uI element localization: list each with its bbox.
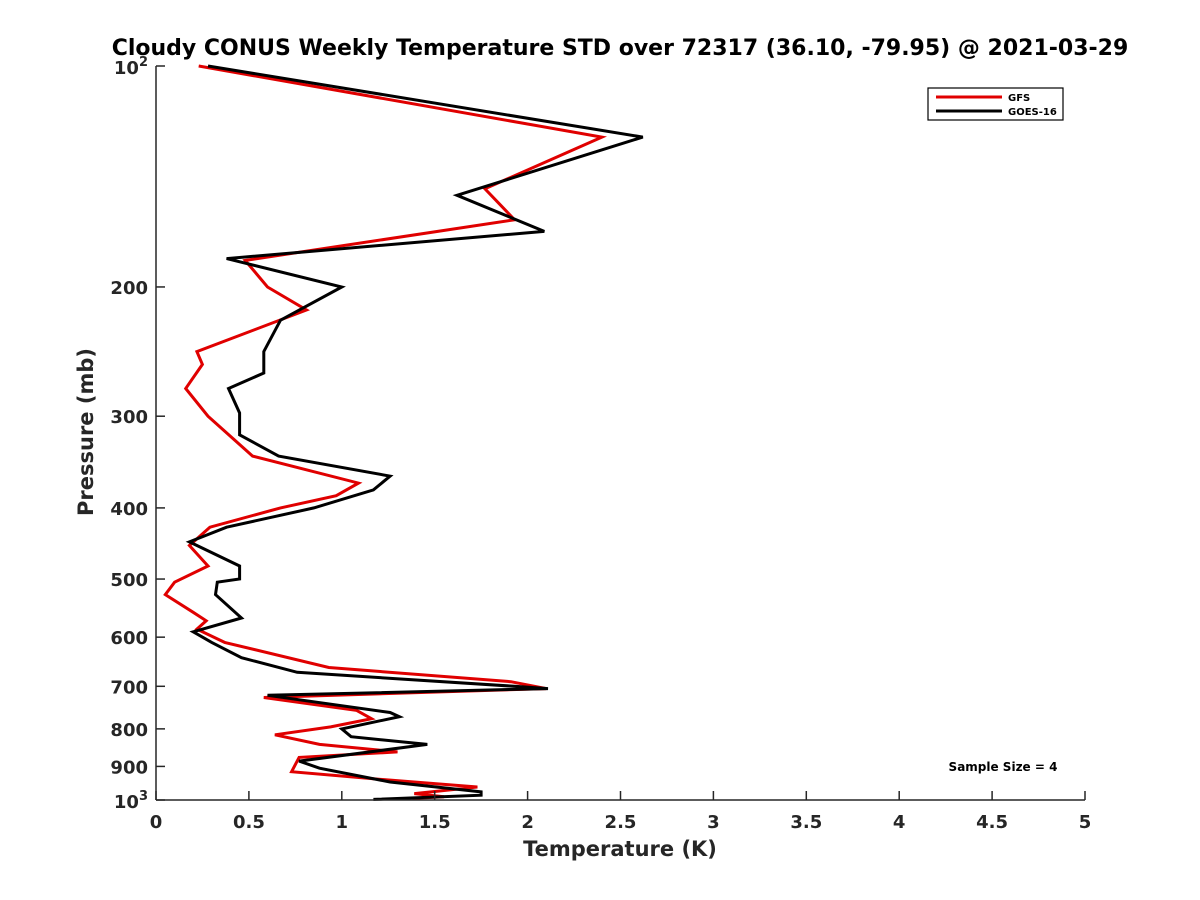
- chart-title: Cloudy CONUS Weekly Temperature STD over…: [112, 36, 1129, 61]
- plot-background: [156, 66, 1085, 800]
- y-tick-label: 102: [114, 55, 148, 79]
- x-tick-label: 0: [150, 812, 163, 833]
- y-tick-label: 900: [110, 757, 148, 778]
- y-tick-label: 500: [110, 570, 148, 591]
- y-tick-label: 200: [110, 278, 148, 299]
- legend-box: [927, 87, 1064, 121]
- x-axis: 0 0.5 1 1.5 2 2.5 3 3.5 4 4.5 5: [150, 791, 1092, 833]
- legend: GFS GOES-16: [927, 87, 1064, 121]
- y-tick-label: 400: [110, 499, 148, 520]
- y-axis-label: Pressure (mb): [74, 348, 98, 516]
- legend-entry-label: GOES-16: [1008, 107, 1057, 118]
- x-tick-label: 4.5: [976, 812, 1008, 833]
- x-tick-label: 3: [707, 812, 720, 833]
- legend-entry-label: GFS: [1008, 93, 1030, 104]
- y-tick-label: 300: [110, 407, 148, 428]
- y-tick-label: 600: [110, 628, 148, 649]
- x-tick-label: 1.5: [419, 812, 451, 833]
- sample-size-annotation: Sample Size = 4: [949, 760, 1058, 774]
- x-tick-label: 1: [336, 812, 349, 833]
- x-axis-label: Temperature (K): [523, 837, 717, 861]
- y-tick-label: 103: [114, 789, 148, 813]
- y-tick-label: 700: [110, 677, 148, 698]
- x-tick-label: 0.5: [233, 812, 265, 833]
- x-tick-label: 2.5: [605, 812, 637, 833]
- x-tick-label: 4: [893, 812, 906, 833]
- y-tick-label: 800: [110, 720, 148, 741]
- y-axis: 102 200 300 400 500 600 700 800 900 103: [110, 55, 165, 813]
- x-tick-label: 3.5: [790, 812, 822, 833]
- x-tick-label: 5: [1079, 812, 1092, 833]
- series-line-goes-16: [185, 64, 644, 801]
- series-layer: [163, 64, 644, 801]
- x-tick-label: 2: [521, 812, 534, 833]
- plot-area: [156, 66, 1085, 800]
